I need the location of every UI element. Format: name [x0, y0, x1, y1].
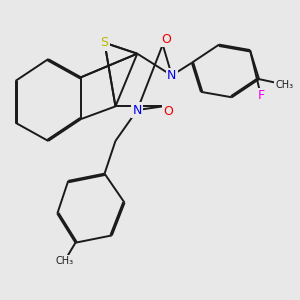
Text: S: S [100, 36, 109, 49]
Text: N: N [167, 69, 176, 82]
Text: F: F [257, 89, 264, 102]
Text: CH₃: CH₃ [275, 80, 294, 90]
Text: N: N [133, 103, 142, 116]
Text: O: O [163, 105, 173, 118]
Text: CH₃: CH₃ [56, 256, 74, 266]
Text: O: O [161, 33, 171, 46]
